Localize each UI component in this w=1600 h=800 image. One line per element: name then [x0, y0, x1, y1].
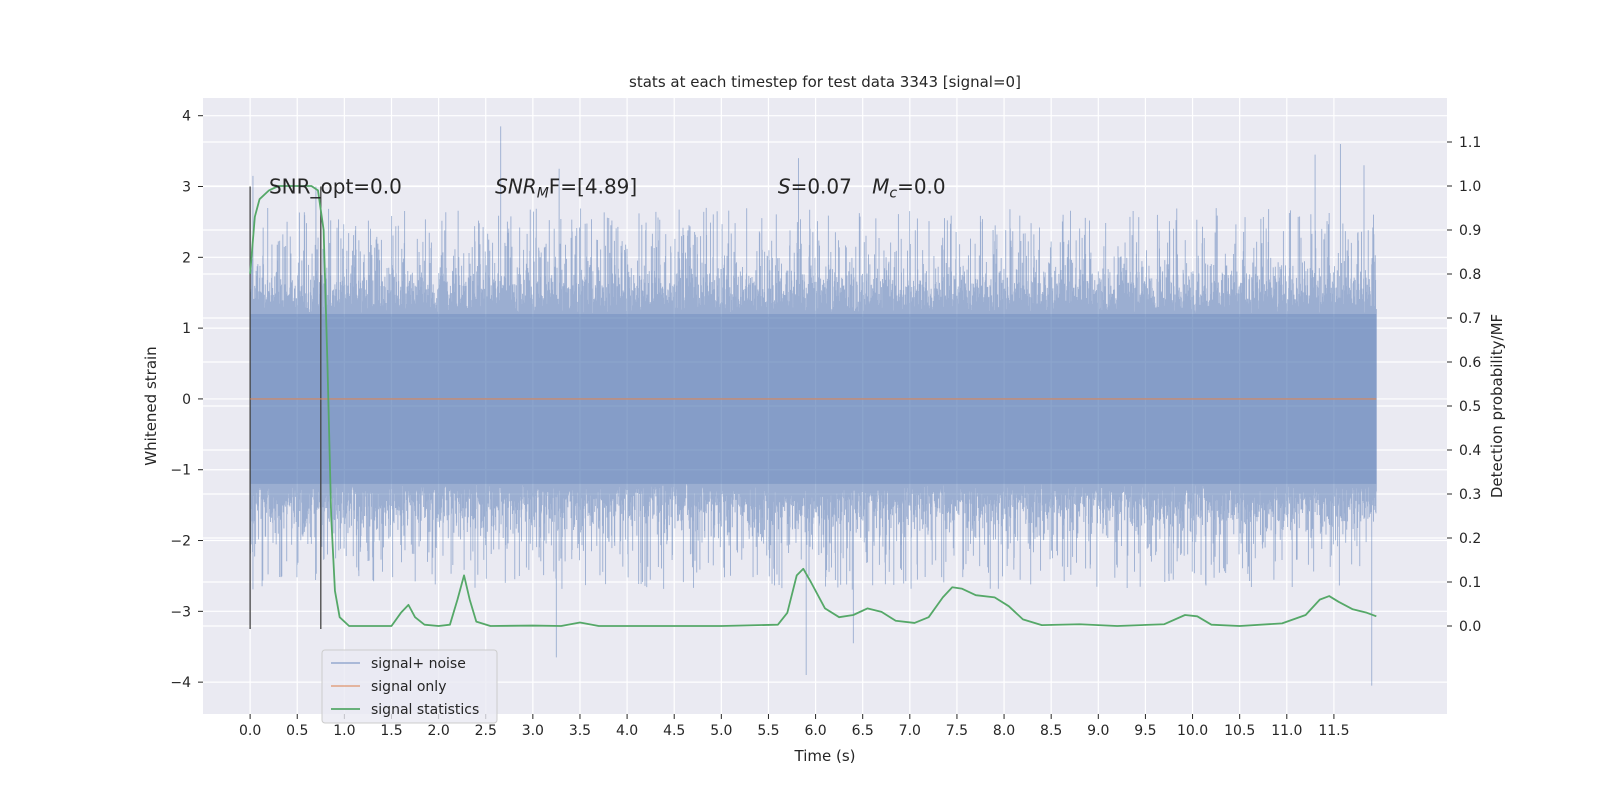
y-tick-label: 1 — [182, 321, 191, 337]
x-tick-label: 7.5 — [946, 723, 968, 739]
y2-axis-label: Detection probability/MF — [1488, 314, 1506, 498]
y2-tick-label: 0.1 — [1459, 575, 1481, 591]
x-tick-label: 3.5 — [569, 723, 591, 739]
x-tick-label: 10.5 — [1224, 723, 1255, 739]
y-tick-label: 0 — [182, 392, 191, 408]
x-tick-label: 5.0 — [710, 723, 732, 739]
y2-tick-label: 0.5 — [1459, 399, 1481, 415]
x-tick-label: 2.5 — [475, 723, 497, 739]
x-tick-label: 6.5 — [852, 723, 874, 739]
x-tick-label: 7.0 — [899, 723, 921, 739]
x-tick-label: 1.5 — [380, 723, 402, 739]
y2-tick-label: 0.3 — [1459, 487, 1481, 503]
signal-statistics-line — [249, 185, 1377, 627]
y2-tick-label: 1.1 — [1459, 135, 1481, 151]
x-axis-label: Time (s) — [794, 747, 856, 765]
y2-tick-label: 0.2 — [1459, 531, 1481, 547]
x-tick-label: 0.5 — [286, 723, 308, 739]
annotations: SNR_opt=0.0 SNRMF=[4.89] S=0.07 Mc=0.0 — [269, 175, 946, 202]
y2-tick-label: 0.6 — [1459, 355, 1481, 371]
y2-tick-label: 0.9 — [1459, 223, 1481, 239]
x-tick-label: 10.0 — [1177, 723, 1208, 739]
x-tick-label: 8.5 — [1040, 723, 1062, 739]
annotation-3: Mc=0.0 — [872, 175, 946, 202]
chart-title: stats at each timestep for test data 334… — [629, 73, 1021, 91]
annotation-0: SNR_opt=0.0 — [269, 175, 402, 199]
y2-tick-label: 0.8 — [1459, 267, 1481, 283]
x-tick-label: 11.5 — [1318, 723, 1349, 739]
legend-label-signal-plus-noise: signal+ noise — [371, 656, 466, 672]
x-tick-label: 4.0 — [616, 723, 638, 739]
legend: signal+ noise signal only signal statist… — [321, 649, 498, 724]
x-tick-label: 9.5 — [1134, 723, 1156, 739]
x-tick-label: 9.0 — [1087, 723, 1109, 739]
x-tick-label: 5.5 — [757, 723, 779, 739]
y-tick-label: −2 — [170, 534, 191, 550]
marker-lines — [249, 186, 322, 630]
legend-label-signal-only: signal only — [371, 679, 446, 695]
legend-box — [321, 649, 498, 724]
x-tick-label: 8.0 — [993, 723, 1015, 739]
y-tick-label: 3 — [182, 180, 191, 196]
y-tick-label: −1 — [170, 463, 191, 479]
x-tick-label: 11.0 — [1271, 723, 1302, 739]
annotation-2: S=0.07 — [778, 175, 852, 199]
y2-tick-label: 1.0 — [1459, 179, 1481, 195]
y-tick-label: −3 — [170, 604, 191, 620]
y2-tick-label: 0.7 — [1459, 311, 1481, 327]
x-tick-label: 4.5 — [663, 723, 685, 739]
y-axis-label: Whitened strain — [142, 346, 160, 465]
x-tick-label: 0.0 — [239, 723, 261, 739]
x-tick-label: 1.0 — [333, 723, 355, 739]
x-tick-label: 6.0 — [804, 723, 826, 739]
annotation-1: SNRMF=[4.89] — [495, 175, 637, 202]
legend-label-signal-statistics: signal statistics — [371, 702, 479, 718]
x-tick-label: 3.0 — [522, 723, 544, 739]
y2-tick-label: 0.4 — [1459, 443, 1481, 459]
y2-tick-label: 0.0 — [1459, 619, 1481, 635]
series-signal-statistics — [249, 185, 1377, 627]
y-tick-label: 2 — [182, 250, 191, 266]
y-tick-label: 4 — [182, 109, 191, 125]
y-tick-label: −4 — [170, 675, 191, 691]
axis-ticks: 0.0 0.5 1.0 1.5 2.0 2.5 3.0 3.5 4.0 4.5 5.0 5.5 6.0 6… — [170, 109, 1481, 739]
x-tick-label: 2.0 — [427, 723, 449, 739]
